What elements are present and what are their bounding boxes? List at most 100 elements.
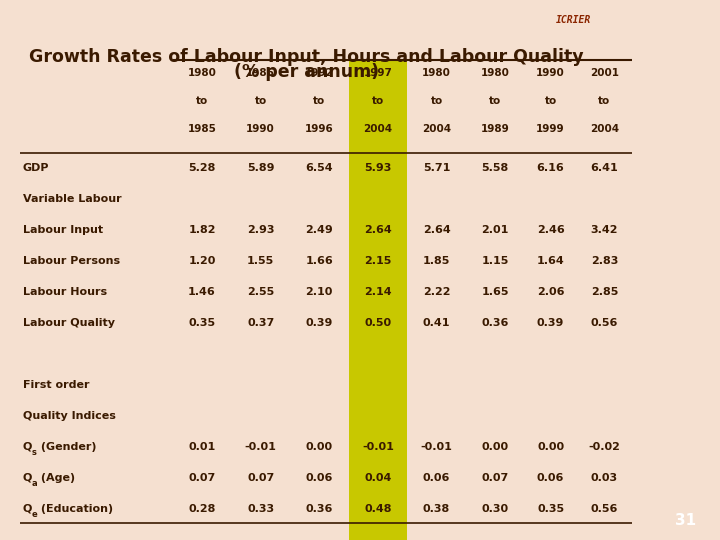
Text: Labour Input: Labour Input	[23, 225, 103, 235]
Text: 1990: 1990	[536, 68, 565, 78]
Text: to: to	[544, 96, 557, 106]
Text: 1.55: 1.55	[247, 256, 274, 266]
Text: 0.06: 0.06	[537, 472, 564, 483]
Text: to: to	[431, 96, 443, 106]
Text: 2.22: 2.22	[423, 287, 450, 297]
Text: 5.93: 5.93	[364, 163, 392, 173]
Text: 0.41: 0.41	[423, 318, 450, 328]
Text: 2.06: 2.06	[537, 287, 564, 297]
Text: (Age): (Age)	[37, 472, 76, 483]
Text: 0.56: 0.56	[590, 318, 618, 328]
Text: -0.01: -0.01	[245, 442, 276, 451]
Text: 1989: 1989	[481, 124, 510, 134]
Text: -0.01: -0.01	[362, 442, 394, 451]
Text: 0.36: 0.36	[482, 318, 509, 328]
Text: 0.07: 0.07	[189, 472, 215, 483]
Text: 2004: 2004	[422, 124, 451, 134]
Text: 31: 31	[675, 513, 696, 528]
Text: 2.10: 2.10	[305, 287, 333, 297]
Text: to: to	[372, 96, 384, 106]
Text: to: to	[489, 96, 501, 106]
Text: GDP: GDP	[23, 163, 49, 173]
Text: 2004: 2004	[364, 124, 392, 134]
Text: 1980: 1980	[481, 68, 510, 78]
Text: ICRIER: ICRIER	[556, 15, 591, 25]
Text: 0.00: 0.00	[537, 442, 564, 451]
Text: 0.37: 0.37	[247, 318, 274, 328]
Text: 5.71: 5.71	[423, 163, 450, 173]
Text: 5.58: 5.58	[482, 163, 509, 173]
Text: (% per annum): (% per annum)	[234, 63, 379, 81]
Text: 2.49: 2.49	[305, 225, 333, 235]
Text: 1.65: 1.65	[482, 287, 509, 297]
Text: 0.06: 0.06	[305, 472, 333, 483]
Text: Growth Rates of Labour Input, Hours and Labour Quality: Growth Rates of Labour Input, Hours and …	[29, 48, 584, 66]
Text: Labour Quality: Labour Quality	[23, 318, 114, 328]
Text: 0.01: 0.01	[189, 442, 215, 451]
Text: 0.07: 0.07	[482, 472, 509, 483]
Text: 0.56: 0.56	[590, 503, 618, 514]
Text: 0.36: 0.36	[305, 503, 333, 514]
Text: 0.06: 0.06	[423, 472, 450, 483]
Text: to: to	[598, 96, 611, 106]
Text: Q: Q	[23, 472, 32, 483]
Text: 0.07: 0.07	[247, 472, 274, 483]
Text: 2004: 2004	[590, 124, 619, 134]
Text: 0.35: 0.35	[537, 503, 564, 514]
Text: (Education): (Education)	[37, 503, 113, 514]
Text: 0.30: 0.30	[482, 503, 509, 514]
Text: Labour Hours: Labour Hours	[23, 287, 107, 297]
Text: 2.01: 2.01	[482, 225, 509, 235]
Text: 6.41: 6.41	[590, 163, 618, 173]
Text: 2.93: 2.93	[247, 225, 274, 235]
Text: 2.83: 2.83	[590, 256, 618, 266]
Text: 2001: 2001	[590, 68, 619, 78]
Text: 0.03: 0.03	[591, 472, 618, 483]
Text: 1980: 1980	[422, 68, 451, 78]
Text: to: to	[196, 96, 208, 106]
Text: 1985: 1985	[187, 124, 217, 134]
Text: -0.01: -0.01	[420, 442, 452, 451]
Text: 6.16: 6.16	[536, 163, 564, 173]
Text: 1990: 1990	[246, 124, 275, 134]
Text: to: to	[254, 96, 267, 106]
Text: a: a	[31, 478, 37, 488]
Text: 5.28: 5.28	[189, 163, 216, 173]
Text: 0.38: 0.38	[423, 503, 450, 514]
Text: 1980: 1980	[187, 68, 217, 78]
Text: 0.04: 0.04	[364, 472, 392, 483]
Text: 1986: 1986	[246, 68, 275, 78]
Text: 2.64: 2.64	[364, 225, 392, 235]
Text: 2.55: 2.55	[247, 287, 274, 297]
Text: 2.85: 2.85	[590, 287, 618, 297]
Text: s: s	[31, 448, 36, 457]
Text: 2.64: 2.64	[423, 225, 451, 235]
Text: 2.46: 2.46	[536, 225, 564, 235]
Text: 0.39: 0.39	[537, 318, 564, 328]
Text: 0.35: 0.35	[189, 318, 215, 328]
Text: 6.54: 6.54	[305, 163, 333, 173]
Text: First order: First order	[23, 380, 89, 390]
Text: 0.48: 0.48	[364, 503, 392, 514]
Text: 1997: 1997	[364, 68, 392, 78]
Text: 1.15: 1.15	[482, 256, 509, 266]
Text: 0.50: 0.50	[364, 318, 392, 328]
Bar	[348, 60, 408, 540]
Text: 1996: 1996	[305, 124, 333, 134]
Text: 1.64: 1.64	[536, 256, 564, 266]
Text: Q: Q	[23, 503, 32, 514]
Text: 1.82: 1.82	[188, 225, 216, 235]
Text: 1.20: 1.20	[189, 256, 216, 266]
Text: 1.85: 1.85	[423, 256, 450, 266]
Text: 0.00: 0.00	[306, 442, 333, 451]
Text: 1.66: 1.66	[305, 256, 333, 266]
Text: 0.39: 0.39	[305, 318, 333, 328]
Text: Q: Q	[23, 442, 32, 451]
Text: 1.46: 1.46	[188, 287, 216, 297]
Text: 2.15: 2.15	[364, 256, 392, 266]
Text: -0.02: -0.02	[588, 442, 621, 451]
Text: 0.00: 0.00	[482, 442, 509, 451]
Text: (Gender): (Gender)	[37, 442, 96, 451]
Text: 5.89: 5.89	[247, 163, 274, 173]
Text: 3.42: 3.42	[590, 225, 618, 235]
